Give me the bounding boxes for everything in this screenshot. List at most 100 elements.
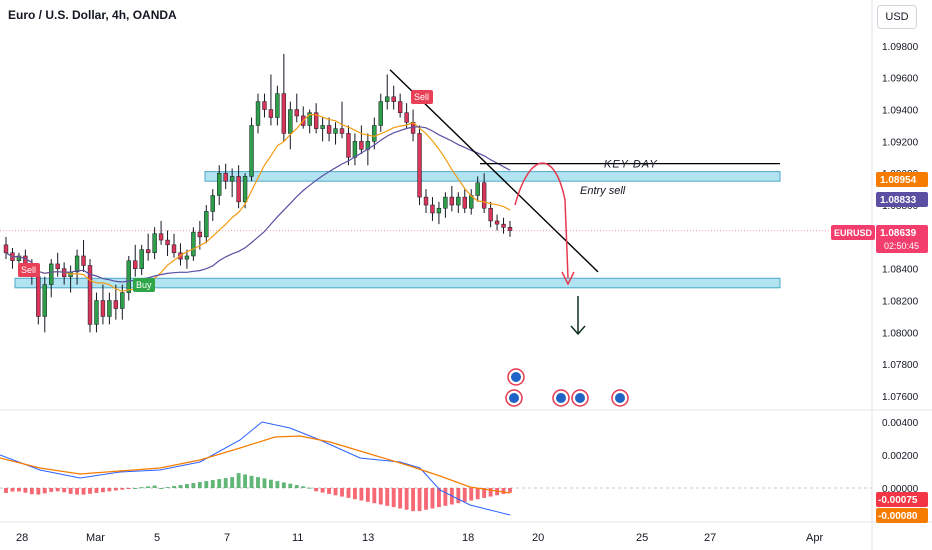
histogram-bar bbox=[449, 488, 454, 505]
histogram-bar bbox=[36, 488, 41, 495]
time-axis-label: Mar bbox=[86, 532, 105, 544]
bear-candle bbox=[171, 244, 177, 254]
buy-marker: Buy bbox=[136, 280, 152, 290]
histogram-bar bbox=[372, 488, 377, 504]
price-axis-tick: 1.07800 bbox=[882, 360, 919, 371]
time-axis-label: 27 bbox=[704, 532, 716, 544]
histogram-bar bbox=[398, 488, 403, 509]
histogram-bar bbox=[488, 488, 493, 497]
histogram-bar bbox=[55, 488, 60, 492]
resistance-zone bbox=[204, 171, 781, 182]
projection-arrowhead bbox=[561, 271, 575, 286]
trend-line bbox=[389, 69, 599, 273]
histogram-bar bbox=[16, 488, 21, 492]
bull-candle bbox=[210, 195, 215, 212]
histogram-badge-bg bbox=[876, 492, 928, 507]
histogram-bar bbox=[49, 488, 54, 492]
key-day-label: KEY DAY bbox=[604, 159, 658, 171]
price-axis-tick: 1.08600 bbox=[882, 233, 919, 244]
histogram-bar bbox=[191, 483, 196, 488]
price-axis-tick: 1.09200 bbox=[882, 137, 919, 148]
histogram-bar bbox=[314, 488, 319, 492]
event-flag-eu-3 bbox=[615, 393, 625, 403]
bear-candle bbox=[262, 101, 267, 110]
bear-candle bbox=[449, 196, 455, 206]
sell-marker-left: Sell bbox=[21, 265, 36, 275]
bull-candle bbox=[443, 196, 448, 209]
bull-candle bbox=[229, 176, 235, 182]
histogram-bar bbox=[275, 481, 280, 488]
event-flag-eu-3-ring bbox=[611, 389, 629, 407]
down-arrow-head bbox=[570, 325, 586, 336]
histogram-bar bbox=[378, 488, 383, 505]
histogram-bar bbox=[107, 488, 112, 492]
histogram-bar bbox=[256, 477, 260, 488]
histogram-bar bbox=[236, 473, 241, 488]
time-axis-label: 11 bbox=[292, 532, 303, 544]
histogram-bar bbox=[29, 488, 34, 495]
bear-candle bbox=[326, 125, 332, 134]
histogram-bar bbox=[320, 488, 325, 493]
countdown-badge: 02:50:45 bbox=[884, 241, 919, 251]
bull-candle bbox=[68, 271, 73, 277]
event-flag-eu-2-ring bbox=[571, 389, 589, 407]
buy-marker-bg bbox=[133, 278, 155, 292]
bear-candle bbox=[404, 112, 409, 123]
histogram-bar bbox=[391, 488, 396, 508]
histogram-bar bbox=[462, 488, 467, 502]
price-axis-tick: 1.07600 bbox=[882, 392, 919, 403]
event-flag-us-ring bbox=[505, 389, 523, 407]
sma-price-badge-bg bbox=[876, 192, 928, 207]
bear-candle bbox=[165, 239, 170, 246]
bear-candle bbox=[197, 231, 203, 238]
event-flag-us-2 bbox=[556, 393, 566, 403]
bull-candle bbox=[204, 211, 209, 238]
histogram-bar bbox=[307, 487, 312, 489]
histogram-bar bbox=[430, 488, 435, 509]
histogram-bar bbox=[120, 488, 125, 490]
bear-candle bbox=[359, 141, 364, 150]
bear-candle bbox=[23, 255, 28, 266]
sell-marker-left-bg bbox=[18, 263, 40, 277]
histogram-bar bbox=[268, 479, 273, 488]
bull-candle bbox=[249, 125, 254, 177]
event-flag-us-2-ring bbox=[552, 389, 570, 407]
time-axis-label: 25 bbox=[636, 532, 648, 544]
bull-candle bbox=[94, 300, 99, 325]
price-axis-tick: 1.08000 bbox=[882, 328, 919, 339]
bull-candle bbox=[475, 182, 480, 196]
histogram-bar bbox=[469, 488, 474, 501]
histogram-bar bbox=[495, 488, 500, 496]
bull-candle bbox=[436, 207, 442, 214]
price-axis-tick: 1.09800 bbox=[882, 42, 919, 53]
bear-candle bbox=[507, 227, 513, 231]
histogram-bar bbox=[508, 488, 512, 493]
indicator-axis-tick: 0.00200 bbox=[882, 451, 919, 462]
histogram-bar bbox=[23, 488, 28, 493]
histogram-bar bbox=[288, 483, 293, 488]
bull-candle bbox=[217, 172, 222, 196]
histogram-bar bbox=[75, 488, 80, 495]
bear-candle bbox=[133, 260, 138, 269]
histogram-bar bbox=[204, 481, 209, 488]
histogram-bar bbox=[501, 488, 506, 494]
bear-candle bbox=[281, 93, 287, 134]
currency-button[interactable]: USD bbox=[877, 5, 917, 29]
bear-candle bbox=[61, 268, 67, 277]
sell-marker-top: Sell bbox=[414, 92, 429, 102]
bull-candle bbox=[49, 263, 54, 285]
macd-line bbox=[0, 421, 511, 516]
price-axis-tick: 1.08800 bbox=[882, 201, 919, 212]
histogram-bar bbox=[294, 485, 299, 488]
bear-candle bbox=[268, 109, 274, 118]
bull-candle bbox=[74, 255, 80, 273]
event-flag-eu bbox=[511, 372, 521, 382]
histogram-bar bbox=[126, 488, 131, 489]
last-price-badge: 1.08639 bbox=[880, 228, 917, 239]
entry-sell-label: Entry sell bbox=[580, 185, 626, 197]
bear-candle bbox=[301, 115, 306, 126]
bear-candle bbox=[10, 252, 15, 262]
histogram-bar bbox=[217, 479, 222, 488]
bull-candle bbox=[16, 255, 22, 262]
